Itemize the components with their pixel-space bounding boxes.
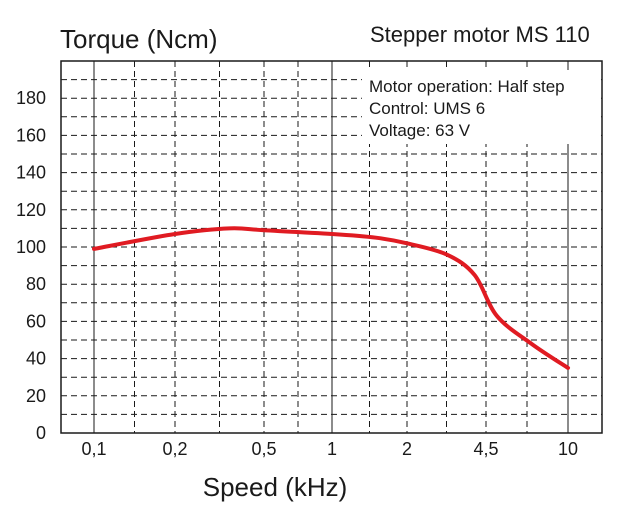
y-tick-label: 140: [16, 163, 46, 183]
x-axis-title: Speed (kHz): [203, 472, 348, 502]
x-tick-label: 0,5: [251, 439, 276, 459]
y-tick-label: 100: [16, 237, 46, 257]
y-tick-label: 60: [26, 311, 46, 331]
y-tick-label: 20: [26, 386, 46, 406]
x-tick-label: 4,5: [473, 439, 498, 459]
x-tick-label: 2: [402, 439, 412, 459]
annotation-box: [362, 70, 600, 144]
y-tick-label: 40: [26, 349, 46, 369]
annotation-control: Control: UMS 6: [369, 99, 485, 118]
y-axis-title: Torque (Ncm): [60, 24, 217, 54]
y-axis-ticks: 0 20 40 60 80 100 120 140 160 180: [16, 88, 46, 443]
y-tick-label: 0: [36, 423, 46, 443]
y-tick-label: 180: [16, 88, 46, 108]
chart-grid: [61, 61, 602, 433]
x-tick-label: 1: [327, 439, 337, 459]
chart-title: Stepper motor MS 110: [370, 22, 590, 47]
torque-curve: [92, 226, 570, 370]
x-tick-label: 10: [558, 439, 578, 459]
y-tick-label: 80: [26, 274, 46, 294]
plot-frame: [60, 60, 603, 434]
x-tick-label: 0,1: [81, 439, 106, 459]
annotation-motor-operation: Motor operation: Half step: [369, 77, 565, 96]
annotation-voltage: Voltage: 63 V: [369, 121, 471, 140]
x-tick-label: 0,2: [162, 439, 187, 459]
y-tick-label: 120: [16, 200, 46, 220]
y-tick-label: 160: [16, 125, 46, 145]
x-axis-ticks: 0,1 0,2 0,5 1 2 4,5 10: [81, 439, 578, 459]
